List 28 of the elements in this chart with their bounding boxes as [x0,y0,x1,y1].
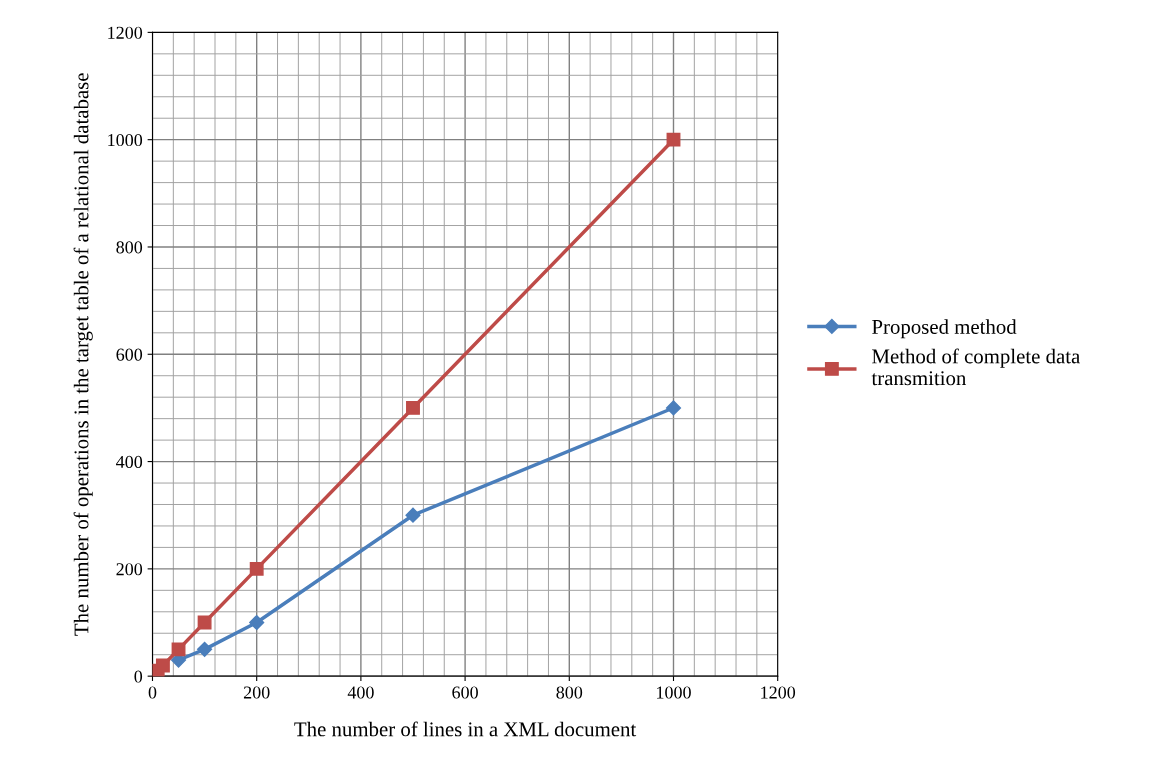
point [666,132,681,147]
y-tick-label: 1000 [108,133,143,147]
point [197,615,212,630]
point [406,400,420,415]
y-tick-label: 800 [116,241,143,254]
y-tick-label: 1200 [108,26,143,39]
y-tick-label: 600 [116,348,143,361]
y-axis-title: The number of operations in the target table of a relational database [73,73,93,636]
y-tick-label: 400 [116,455,143,469]
point [197,641,213,657]
legend-label: Proposed method [872,319,1017,339]
y-tick-label: 200 [116,563,143,576]
legend-label: Method of complete data transmition [871,348,1081,386]
point [665,400,682,416]
x-tick-label: 800 [556,686,583,699]
point [155,658,170,673]
x-tick-label: 0 [148,686,157,699]
x-tick-label: 200 [243,686,270,699]
point [249,561,264,576]
y-tick-label: 0 [134,670,143,683]
point [249,614,265,631]
x-axis-title: The number of lines in a XML document [294,721,637,737]
x-tick-label: 1000 [657,686,691,699]
x-tick-label: 600 [452,686,478,699]
x-tick-label: 1200 [761,686,796,699]
point [405,507,421,523]
point [171,642,186,657]
x-tick-label: 400 [347,686,374,699]
